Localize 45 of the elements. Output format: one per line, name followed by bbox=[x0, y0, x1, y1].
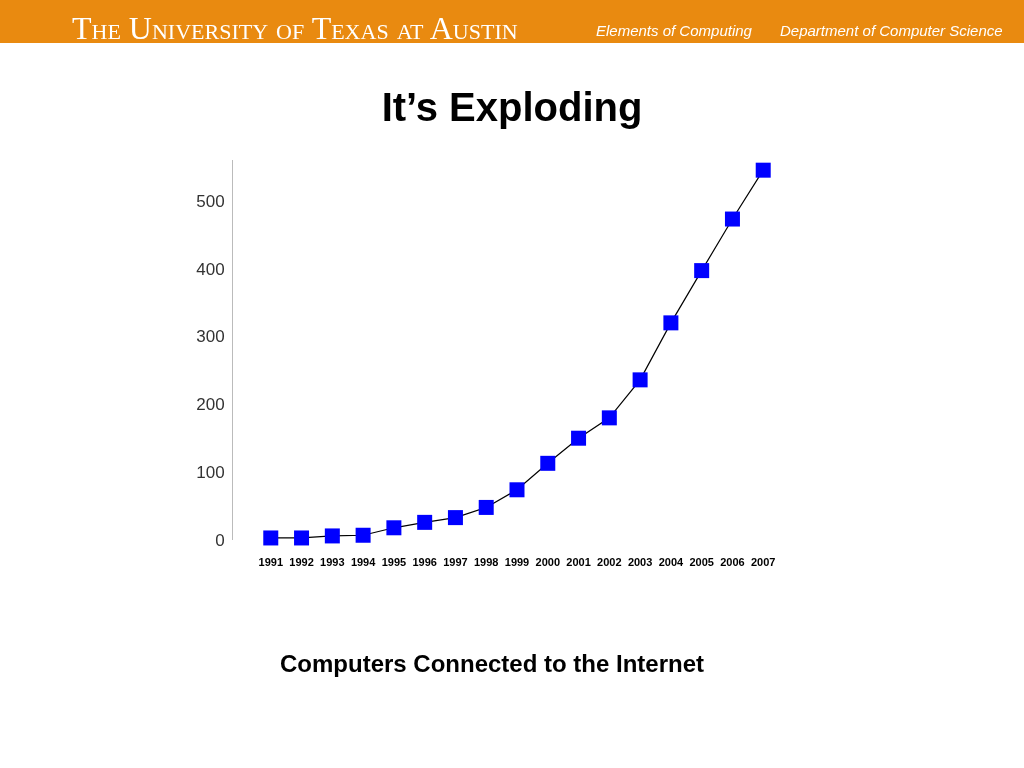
point bbox=[386, 520, 402, 536]
point bbox=[663, 315, 679, 331]
text: The University of Texas at Austin bbox=[72, 10, 518, 46]
point bbox=[478, 499, 494, 515]
point bbox=[632, 372, 648, 388]
x-tick-label: 2006 bbox=[720, 556, 745, 568]
x-tick-label: 1991 bbox=[258, 556, 284, 568]
x-tick-label: 2004 bbox=[658, 556, 684, 568]
x-tick-label: 1998 bbox=[473, 556, 499, 568]
text: Department of Computer Science bbox=[780, 22, 1003, 39]
x-tick-label: 1997 bbox=[443, 556, 468, 568]
y-tick-label: 0 bbox=[215, 530, 225, 550]
point bbox=[601, 410, 617, 426]
y-tick-label: 300 bbox=[196, 327, 225, 347]
point bbox=[324, 528, 340, 544]
point bbox=[755, 162, 771, 178]
point bbox=[417, 514, 433, 530]
y-tick-label: 200 bbox=[196, 395, 225, 415]
text: Elements of Computing bbox=[596, 22, 753, 39]
x-tick-label: 2000 bbox=[535, 556, 561, 568]
point bbox=[540, 455, 556, 471]
x-tick-label: 2003 bbox=[627, 556, 653, 568]
x-tick-label: 1996 bbox=[412, 556, 437, 568]
point bbox=[724, 211, 740, 227]
x-tick-label: 2002 bbox=[597, 556, 622, 568]
x-tick-label: 1992 bbox=[289, 556, 314, 568]
y-tick-label: 100 bbox=[196, 463, 225, 483]
x-tick-label: 1994 bbox=[350, 556, 377, 568]
point bbox=[263, 530, 279, 546]
x-tick-label: 1993 bbox=[320, 556, 345, 568]
x-tick-label: 2007 bbox=[750, 556, 776, 568]
x-tick-label: 1995 bbox=[381, 556, 407, 568]
y-tick-label: 500 bbox=[196, 191, 225, 211]
point bbox=[355, 527, 371, 543]
point bbox=[294, 530, 310, 546]
x-tick-label: 2001 bbox=[566, 556, 591, 568]
point bbox=[509, 482, 525, 498]
x-tick-label: 2005 bbox=[689, 556, 714, 568]
point bbox=[694, 263, 710, 279]
y-tick-label: 400 bbox=[196, 259, 225, 279]
x-tick-label: 1999 bbox=[504, 556, 530, 568]
text: Computers Connected to the Internet bbox=[280, 650, 705, 677]
point bbox=[571, 430, 587, 446]
point bbox=[447, 510, 463, 526]
chart-title: It’s Exploding bbox=[381, 85, 643, 129]
